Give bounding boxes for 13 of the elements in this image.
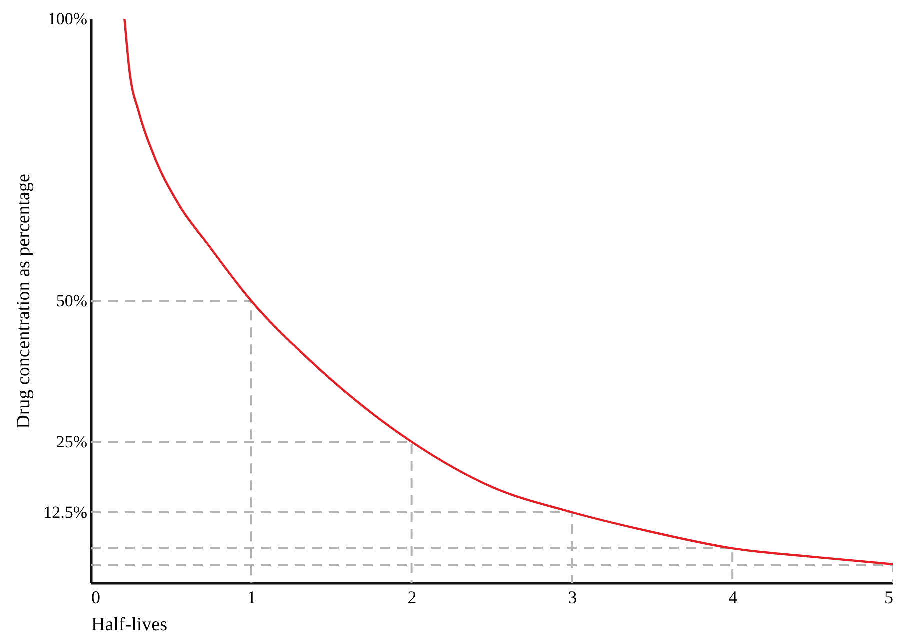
y-tick-label: 25% [56, 432, 88, 452]
y-tick-label: 12.5% [44, 503, 88, 522]
line-series [124, 19, 893, 566]
x-tick-label: 0 [92, 588, 100, 608]
y-axis-title: Drug concentration as percentage [14, 174, 35, 429]
x-tick-label: 2 [408, 588, 417, 608]
x-tick-label: 3 [568, 588, 578, 608]
x-tick-label: 1 [247, 588, 256, 608]
x-tick-label: 5 [884, 588, 894, 608]
x-axis-title: Half-lives [92, 614, 168, 636]
y-tick-label: 50% [56, 292, 88, 310]
y-tick-label: 100% [48, 10, 88, 28]
x-tick-label: 4 [728, 588, 738, 608]
